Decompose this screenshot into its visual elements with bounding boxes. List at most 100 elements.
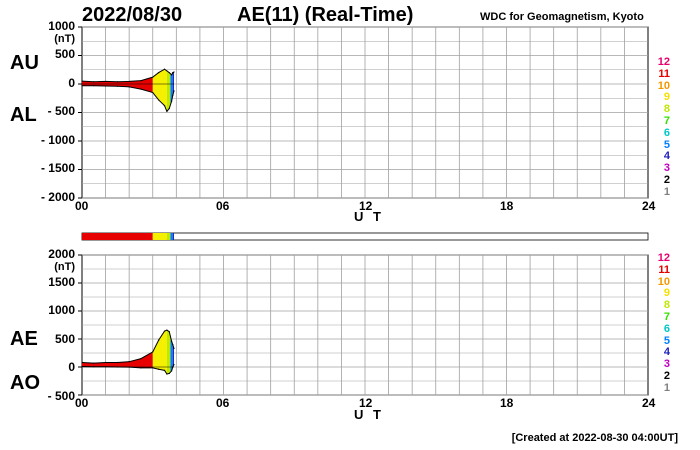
station-legend-bottom: 12 11 10 9 8 7 6 5 4 3 2 1 [640,252,670,395]
x-tick-label: 18 [500,199,514,213]
y-tick-label: 1000 [48,19,75,33]
data-point-al [172,94,174,96]
data-band-fill [170,336,173,373]
au-al-panel [78,26,649,199]
data-source: WDC for Geomagnetism, Kyoto [480,11,644,23]
legend-item: 6 [663,126,670,139]
data-point-al [166,110,168,112]
x-tick-label: 12 [359,396,373,410]
station-legend-top: 12 11 10 9 8 7 6 5 4 3 2 1 [640,56,670,199]
legend-item: 2 [663,369,670,382]
data-point-al [163,105,166,107]
status-bar-segment [172,233,174,240]
data-point-al [173,90,175,92]
data-point-ae [171,340,173,342]
legend-item: 11 [658,263,670,276]
y-unit-label: (nT) [54,33,75,45]
legend-item: 8 [663,299,670,312]
data-point-au [140,79,142,82]
data-point-ao [166,373,168,375]
ao-label: AO [10,372,40,394]
data-point-ao [163,369,166,371]
data-point-au [171,74,173,76]
legend-item: 4 [663,150,670,163]
data-point-ae [140,358,142,360]
x-tick-label: 00 [75,396,89,410]
data-band-fill [152,330,167,374]
data-point-au [128,80,130,83]
y-tick-label: - 1500 [40,161,75,175]
x-tick-label: 24 [642,396,656,410]
al-label: AL [10,104,37,126]
legend-item: 12 [657,56,670,68]
status-bar-segment [82,233,153,240]
x-axis-label: U T [354,209,384,224]
legend-item: 9 [663,91,670,104]
legend-item: 5 [663,138,670,151]
data-point-ae [158,339,160,341]
data-point-au [172,72,174,74]
data-point-al [140,88,142,90]
legend-item: 11 [658,67,670,80]
data-point-au [158,72,160,74]
data-point-al [128,86,130,88]
data-point-ae [128,361,130,363]
status-bar-segment [152,233,167,240]
data-point-ae [81,361,83,364]
data-point-ao [116,366,118,368]
x-axis-label: U T [354,407,384,422]
data-point-al [158,99,160,101]
au-label: AU [10,52,39,74]
legend-item: 5 [663,334,670,347]
y-tick-label: 500 [54,332,75,346]
legend-item: 1 [663,381,670,394]
data-point-ae [168,331,170,333]
data-band-fill [152,69,167,112]
data-band-fill [82,351,153,368]
data-point-ao [168,372,170,375]
data-point-ao [158,368,160,370]
data-point-ae [163,330,166,332]
legend-item: 7 [663,310,670,323]
data-point-ae [152,351,154,353]
y-tick-label: - 2000 [40,190,75,204]
series-line-al [82,85,175,113]
legend-item: 10 [657,79,670,92]
x-tick-label: 06 [216,396,230,410]
y-tick-label: 1500 [48,275,75,289]
legend-item: 2 [663,173,670,186]
data-point-al [81,85,83,87]
x-tick-label: 00 [75,199,89,213]
y-tick-label: 0 [68,76,75,90]
created-timestamp: [Created at 2022-08-30 04:00UT] [511,432,678,444]
y-tick-label: 2000 [48,247,75,261]
data-point-ao [171,370,173,372]
data-point-al [116,85,118,87]
status-bar [81,232,649,241]
legend-item: 6 [663,322,670,335]
x-tick-label: 24 [642,199,656,213]
chart-date: 2022/08/30 [82,4,183,26]
legend-item: 3 [663,358,670,371]
x-tick-label: 12 [359,199,373,213]
y-tick-label: - 500 [47,389,75,403]
x-tick-label: 18 [500,396,514,410]
chart-title: AE(11) (Real-Time) [237,4,414,26]
legend-item: 12 [657,252,670,264]
legend-item: 10 [657,275,670,288]
legend-item: 9 [663,287,670,300]
data-band-fill [166,70,171,112]
data-point-ae [172,344,174,346]
data-point-ao [152,367,154,369]
x-tick-label: 06 [216,199,230,213]
data-point-ao [104,366,107,368]
data-point-au [152,76,154,78]
legend-item: 7 [663,114,670,127]
data-point-ae [173,347,175,350]
data-point-au [104,80,107,83]
ae-label: AE [10,328,38,350]
series-line-ae [81,329,175,364]
y-tick-label: 500 [54,47,75,61]
data-point-ae [116,361,118,364]
